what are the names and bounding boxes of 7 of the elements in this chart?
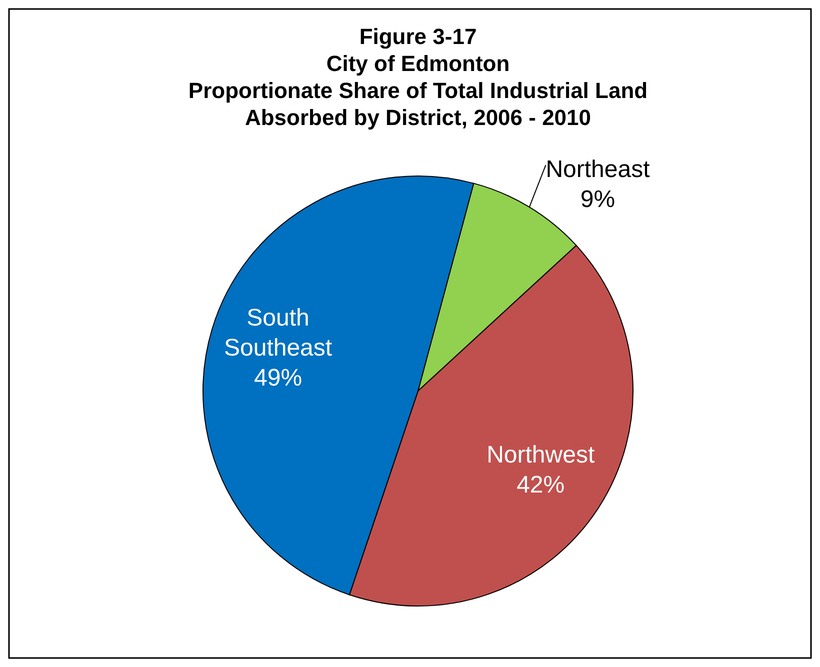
data-label: 9% xyxy=(580,186,616,214)
slice-label: Northeast xyxy=(546,156,650,184)
slice-label: Northwest xyxy=(486,442,595,469)
slice-label: South Southeast xyxy=(224,304,332,362)
chart-title: Figure 3-17 City of Edmonton Proportionate Share of Total Industrial Land Absorbed by District, 2006 - 2010 xyxy=(188,24,648,130)
data-label: 42% xyxy=(516,472,565,499)
data-label: 49% xyxy=(254,364,302,392)
